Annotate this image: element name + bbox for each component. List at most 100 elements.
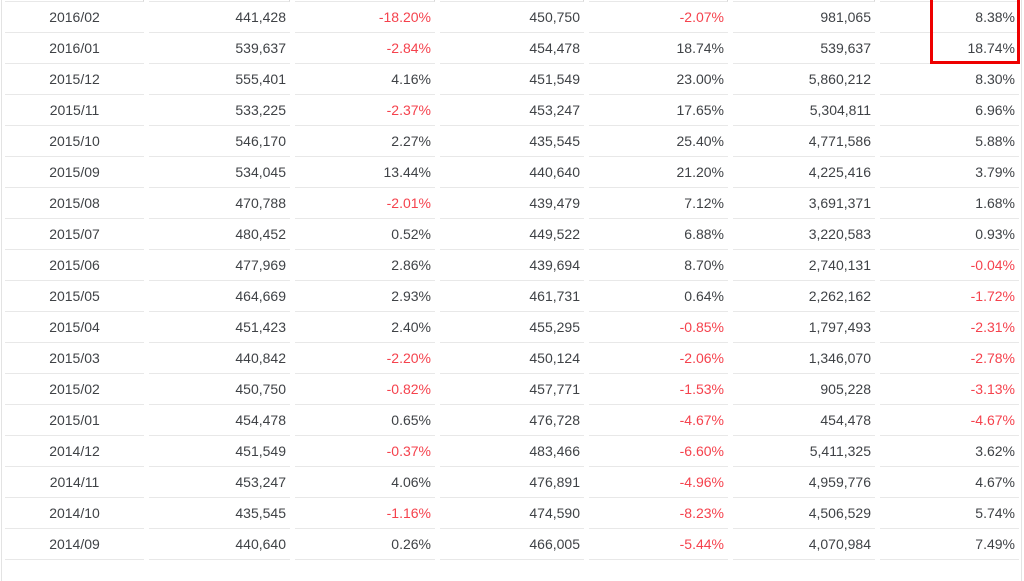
value-cell: 539,637 (733, 33, 875, 64)
value-cell: -1.72% (880, 281, 1019, 312)
month-cell: 2015/08 (5, 188, 144, 219)
value-cell: 457,771 (440, 374, 584, 405)
value-cell: 3,691,371 (733, 188, 875, 219)
table-row: 2014/09 440,640 0.26% 466,005 -5.44% 4,070,98… (5, 529, 1019, 560)
value-cell: 6.88% (589, 219, 728, 250)
value-cell: -0.04% (880, 250, 1019, 281)
month-cell: 2016/01 (5, 33, 144, 64)
table-row: 2015/12 555,401 4.16% 451,549 23.00% 5,860,21… (5, 64, 1019, 95)
value-cell: 2.93% (295, 281, 435, 312)
value-cell: 18.74% (589, 33, 728, 64)
clipped-cell (5, 0, 144, 2)
value-cell: 4,771,586 (733, 126, 875, 157)
value-cell: 2.86% (295, 250, 435, 281)
month-cell: 2015/01 (5, 405, 144, 436)
value-cell: -2.06% (589, 343, 728, 374)
value-cell: 8.38% (880, 2, 1019, 33)
value-cell: 21.20% (589, 157, 728, 188)
value-cell: 5,411,325 (733, 436, 875, 467)
value-cell: 480,452 (149, 219, 290, 250)
value-cell: 5.74% (880, 498, 1019, 529)
value-cell: 470,788 (149, 188, 290, 219)
table-row: 2015/03 440,842 -2.20% 450,124 -2.06% 1,346,0… (5, 343, 1019, 374)
value-cell: 454,478 (440, 33, 584, 64)
table-body: 2016/02 441,428 -18.20% 450,750 -2.07% 981,06… (5, 2, 1019, 560)
month-cell: 2015/11 (5, 95, 144, 126)
value-cell: 439,694 (440, 250, 584, 281)
value-cell: -2.07% (589, 2, 728, 33)
month-cell: 2015/09 (5, 157, 144, 188)
table-row: 2016/02 441,428 -18.20% 450,750 -2.07% 981,06… (5, 2, 1019, 33)
value-cell: -2.84% (295, 33, 435, 64)
value-cell: 451,549 (149, 436, 290, 467)
month-cell: 2014/12 (5, 436, 144, 467)
value-cell: 2,262,162 (733, 281, 875, 312)
value-cell: -2.37% (295, 95, 435, 126)
value-cell: 453,247 (149, 467, 290, 498)
value-cell: -2.78% (880, 343, 1019, 374)
value-cell: 0.65% (295, 405, 435, 436)
table-left-border (1, 0, 2, 581)
table-row: 2015/10 546,170 2.27% 435,545 25.40% 4,771,58… (5, 126, 1019, 157)
month-cell: 2015/12 (5, 64, 144, 95)
month-cell: 2015/07 (5, 219, 144, 250)
table-row: 2014/10 435,545 -1.16% 474,590 -8.23% 4,506,5… (5, 498, 1019, 529)
value-cell: 461,731 (440, 281, 584, 312)
value-cell: 435,545 (149, 498, 290, 529)
value-cell: 4.67% (880, 467, 1019, 498)
value-cell: 7.49% (880, 529, 1019, 560)
value-cell: -8.23% (589, 498, 728, 529)
value-cell: -2.20% (295, 343, 435, 374)
value-cell: 454,478 (149, 405, 290, 436)
value-cell: 5,304,811 (733, 95, 875, 126)
value-cell: 25.40% (589, 126, 728, 157)
value-cell: 0.93% (880, 219, 1019, 250)
table-row: 2015/09 534,045 13.44% 440,640 21.20% 4,225,4… (5, 157, 1019, 188)
clipped-cell (733, 0, 875, 2)
value-cell: 450,124 (440, 343, 584, 374)
table-row: 2015/08 470,788 -2.01% 439,479 7.12% 3,691,37… (5, 188, 1019, 219)
month-cell: 2015/02 (5, 374, 144, 405)
value-cell: 2.27% (295, 126, 435, 157)
value-cell: -5.44% (589, 529, 728, 560)
value-cell: 5,860,212 (733, 64, 875, 95)
value-cell: 8.70% (589, 250, 728, 281)
clipped-cell (589, 0, 728, 2)
value-cell: 440,640 (440, 157, 584, 188)
value-cell: 474,590 (440, 498, 584, 529)
value-cell: 476,891 (440, 467, 584, 498)
month-cell: 2014/09 (5, 529, 144, 560)
value-cell: -18.20% (295, 2, 435, 33)
value-cell: 1.68% (880, 188, 1019, 219)
value-cell: 18.74% (880, 33, 1019, 64)
clipped-row-above (5, 0, 1019, 2)
value-cell: -0.82% (295, 374, 435, 405)
value-cell: 0.52% (295, 219, 435, 250)
value-cell: 981,065 (733, 2, 875, 33)
value-cell: 3.79% (880, 157, 1019, 188)
value-cell: 453,247 (440, 95, 584, 126)
value-cell: 455,295 (440, 312, 584, 343)
value-cell: 0.64% (589, 281, 728, 312)
value-cell: 534,045 (149, 157, 290, 188)
value-cell: -4.67% (880, 405, 1019, 436)
table-row: 2015/05 464,669 2.93% 461,731 0.64% 2,262,162… (5, 281, 1019, 312)
value-cell: 4,959,776 (733, 467, 875, 498)
value-cell: -0.37% (295, 436, 435, 467)
value-cell: 483,466 (440, 436, 584, 467)
value-cell: 466,005 (440, 529, 584, 560)
value-cell: 441,428 (149, 2, 290, 33)
value-cell: 8.30% (880, 64, 1019, 95)
value-cell: -1.16% (295, 498, 435, 529)
table-row: 2015/02 450,750 -0.82% 457,771 -1.53% 905,228… (5, 374, 1019, 405)
value-cell: 0.26% (295, 529, 435, 560)
table-row: 2015/07 480,452 0.52% 449,522 6.88% 3,220,583… (5, 219, 1019, 250)
value-cell: 555,401 (149, 64, 290, 95)
value-cell: 4.06% (295, 467, 435, 498)
table-right-border (1021, 0, 1022, 581)
month-cell: 2015/06 (5, 250, 144, 281)
clipped-row (5, 0, 1019, 2)
month-cell: 2014/10 (5, 498, 144, 529)
value-cell: 440,842 (149, 343, 290, 374)
value-cell: 3.62% (880, 436, 1019, 467)
